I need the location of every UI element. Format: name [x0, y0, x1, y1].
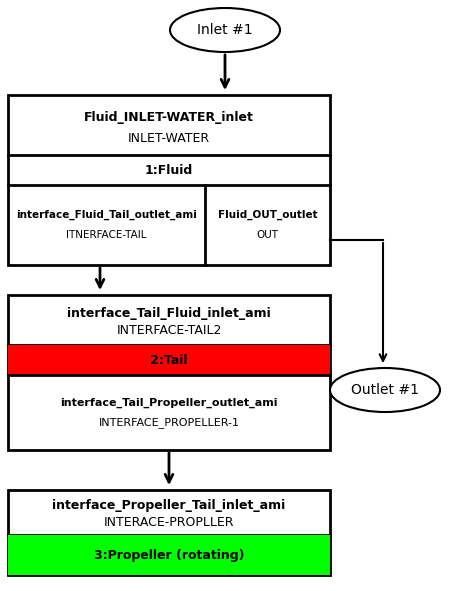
Text: Inlet #1: Inlet #1	[197, 23, 253, 37]
Text: interface_Tail_Fluid_inlet_ami: interface_Tail_Fluid_inlet_ami	[67, 307, 271, 320]
Ellipse shape	[170, 8, 280, 52]
Text: 3:Propeller (rotating): 3:Propeller (rotating)	[94, 548, 244, 561]
Text: INTERFACE_PROPELLER-1: INTERFACE_PROPELLER-1	[98, 417, 239, 428]
Text: Outlet #1: Outlet #1	[351, 383, 419, 397]
Text: Fluid_INLET-WATER_inlet: Fluid_INLET-WATER_inlet	[84, 111, 254, 124]
Bar	[8, 535, 330, 575]
Text: 1:Fluid: 1:Fluid	[145, 164, 193, 177]
Text: interface_Tail_Propeller_outlet_ami: interface_Tail_Propeller_outlet_ami	[60, 397, 278, 408]
Text: INLET-WATER: INLET-WATER	[128, 132, 210, 145]
Bar	[8, 95, 330, 265]
Bar	[8, 295, 330, 450]
Text: interface_Fluid_Tail_outlet_ami: interface_Fluid_Tail_outlet_ami	[16, 210, 197, 220]
Text: ITNERFACE-TAIL: ITNERFACE-TAIL	[66, 230, 147, 240]
Text: 2:Tail: 2:Tail	[150, 353, 188, 366]
Text: OUT: OUT	[257, 230, 279, 240]
Text: INTERACE-PROPLLER: INTERACE-PROPLLER	[104, 516, 234, 529]
Ellipse shape	[330, 368, 440, 412]
Bar	[8, 345, 330, 375]
Bar	[8, 490, 330, 575]
Text: interface_Propeller_Tail_inlet_ami: interface_Propeller_Tail_inlet_ami	[52, 499, 285, 512]
Text: INTERFACE-TAIL2: INTERFACE-TAIL2	[116, 324, 222, 337]
Text: Fluid_OUT_outlet: Fluid_OUT_outlet	[218, 210, 318, 220]
